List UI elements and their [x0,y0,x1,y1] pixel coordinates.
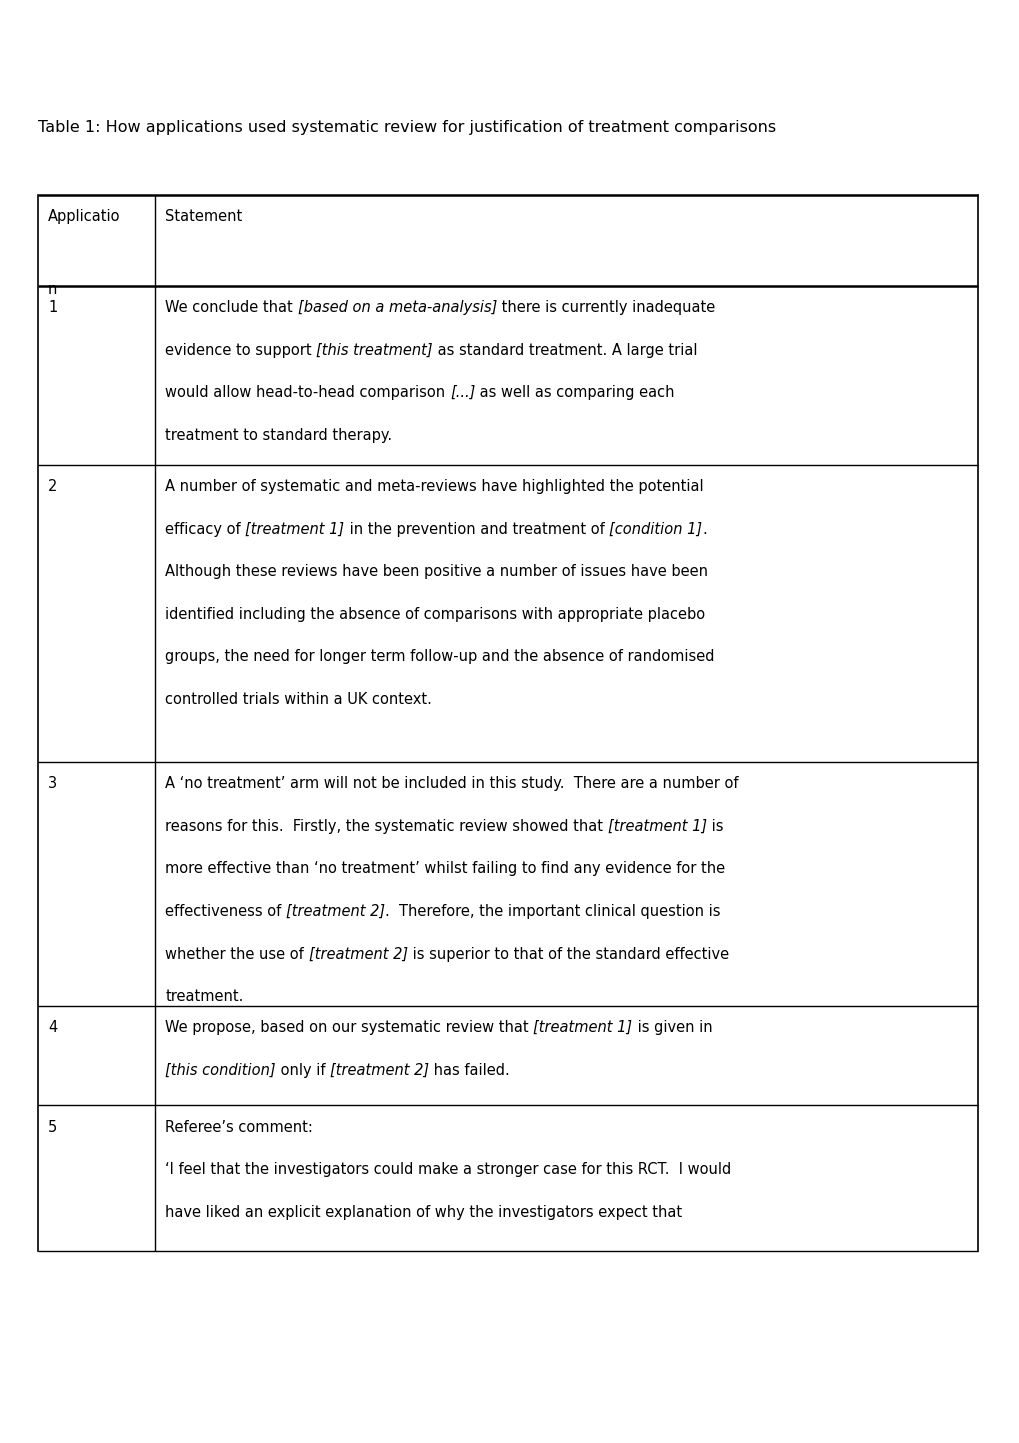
Text: in the prevention and treatment of: in the prevention and treatment of [344,521,608,537]
Text: .  Therefore, the important clinical question is: . Therefore, the important clinical ques… [385,903,720,919]
Text: .: . [701,521,706,537]
Text: [...]: [...] [449,385,475,400]
Text: 1: 1 [48,300,57,315]
Text: ‘I feel that the investigators could make a stronger case for this RCT.  I would: ‘I feel that the investigators could mak… [165,1163,731,1177]
Text: effectiveness of: effectiveness of [165,903,286,919]
Text: whether the use of: whether the use of [165,947,309,961]
Text: [treatment 1]: [treatment 1] [246,521,344,537]
Text: A ‘no treatment’ arm will not be included in this study.  There are a number of: A ‘no treatment’ arm will not be include… [165,776,738,791]
Text: is: is [706,820,722,834]
Text: Statement: Statement [165,209,243,224]
Text: there is currently inadequate: there is currently inadequate [496,300,714,315]
Text: as well as comparing each: as well as comparing each [475,385,675,400]
Text: [based on a meta-analysis]: [based on a meta-analysis] [298,300,496,315]
Text: have liked an explicit explanation of why the investigators expect that: have liked an explicit explanation of wh… [165,1205,682,1219]
Text: [this treatment]: [this treatment] [316,342,433,358]
Text: Although these reviews have been positive a number of issues have been: Although these reviews have been positiv… [165,564,707,579]
Text: groups, the need for longer term follow-up and the absence of randomised: groups, the need for longer term follow-… [165,649,714,664]
Text: We conclude that: We conclude that [165,300,298,315]
Text: Referee’s comment:: Referee’s comment: [165,1120,313,1134]
Text: as standard treatment. A large trial: as standard treatment. A large trial [433,342,697,358]
Text: controlled trials within a UK context.: controlled trials within a UK context. [165,691,432,707]
Text: [treatment 2]: [treatment 2] [330,1062,429,1078]
Text: is given in: is given in [632,1020,711,1035]
Text: Applicatio: Applicatio [48,209,120,224]
Text: We propose, based on our systematic review that: We propose, based on our systematic revi… [165,1020,533,1035]
Text: treatment to standard therapy.: treatment to standard therapy. [165,427,392,443]
Text: [condition 1]: [condition 1] [608,521,701,537]
Text: more effective than ‘no treatment’ whilst failing to find any evidence for the: more effective than ‘no treatment’ whils… [165,861,725,876]
Text: 2: 2 [48,479,57,494]
Text: 3: 3 [48,776,57,791]
Text: [treatment 2]: [treatment 2] [309,947,408,961]
Text: would allow head-to-head comparison: would allow head-to-head comparison [165,385,449,400]
Text: [treatment 1]: [treatment 1] [533,1020,632,1035]
Text: 5: 5 [48,1120,57,1134]
Text: Table 1: How applications used systematic review for justification of treatment : Table 1: How applications used systemati… [38,120,775,134]
Text: A number of systematic and meta-reviews have highlighted the potential: A number of systematic and meta-reviews … [165,479,703,494]
Text: n: n [48,281,57,297]
Bar [38,195,977,1251]
Text: reasons for this.  Firstly, the systematic review showed that: reasons for this. Firstly, the systemati… [165,820,607,834]
Text: is superior to that of the standard effective: is superior to that of the standard effe… [408,947,729,961]
Text: evidence to support: evidence to support [165,342,316,358]
Text: treatment.: treatment. [165,990,244,1004]
Text: [this condition]: [this condition] [165,1062,275,1078]
Text: identified including the absence of comparisons with appropriate placebo: identified including the absence of comp… [165,606,705,622]
Text: has failed.: has failed. [429,1062,510,1078]
Text: [treatment 1]: [treatment 1] [607,820,706,834]
Text: only if: only if [275,1062,330,1078]
Text: efficacy of: efficacy of [165,521,246,537]
Text: [treatment 2]: [treatment 2] [286,903,385,919]
Text: 4: 4 [48,1020,57,1035]
